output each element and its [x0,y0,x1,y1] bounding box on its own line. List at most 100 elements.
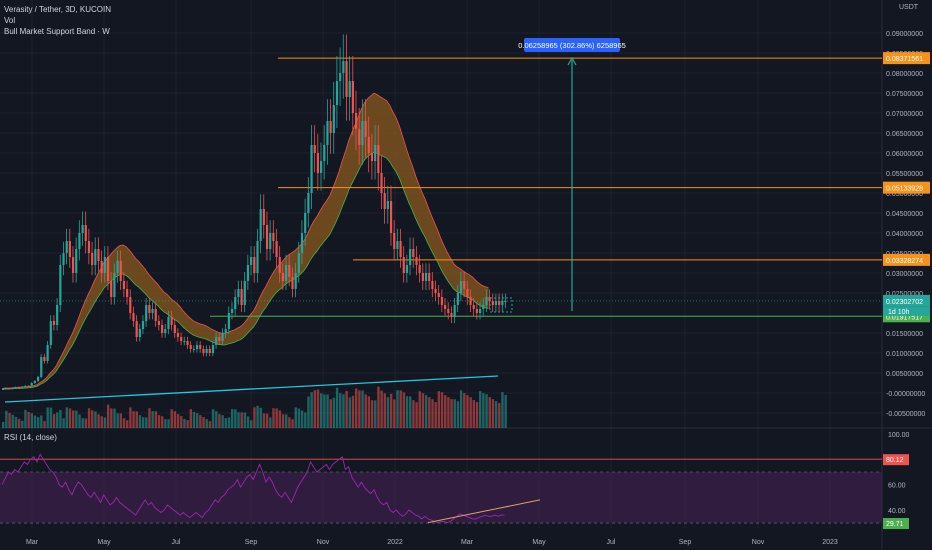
volume-bar [173,411,177,428]
rsi-axis-label: 40.00 [888,508,906,515]
time-axis-label: Nov [752,539,765,546]
time-axis-label: May [97,539,111,546]
price-tag [883,181,930,194]
time-axis-label: Mar [26,539,39,546]
candle-body [240,289,243,305]
candle-body [237,289,240,297]
volume-bar [103,417,107,428]
volume-indicator-label[interactable]: Vol [4,16,16,25]
volume-bar [431,399,434,428]
candle-body [323,145,326,161]
candle-body [224,329,227,333]
currency-label: USDT [899,4,919,11]
volume-bar [167,419,170,428]
candle-body [272,233,275,241]
volume-bar [56,412,59,428]
candle-body [36,377,40,381]
volume-bar [402,392,406,428]
candle-body [440,297,444,305]
candle-body [494,301,498,305]
price-axis-label: 0.07000000 [886,111,923,118]
volume-bar [332,397,336,428]
band-indicator-label[interactable]: Bull Market Support Band · W [4,27,110,36]
volume-bar [444,395,447,428]
volume-bar [405,396,409,428]
volume-bar [205,419,208,428]
volume-bar [469,397,472,428]
volume-bar [265,413,269,428]
candle-body [456,293,459,305]
candle-body [304,213,307,233]
price-axis-label: 0.04500000 [886,211,923,218]
volume-bar [65,407,68,428]
price-axis-label: 0.05500000 [886,171,923,178]
volume-bar [11,414,14,428]
volume-bar [224,418,227,428]
candle-body [300,233,304,253]
time-axis-label: Jul [607,539,616,546]
volume-bar [59,410,62,428]
volume-bar [126,420,129,428]
volume-bar [46,407,49,428]
candle-body [275,241,278,257]
volume-bar [472,400,476,428]
candle-body [208,349,211,353]
price-axis-label: 0.09000000 [886,31,923,38]
volume-bar [466,395,469,428]
candle-body [339,73,342,81]
rsi-tag-label: 29.71 [886,521,904,528]
price-range-measure[interactable]: 0.06258965 (302.86%) 6258965 [518,38,626,311]
price-axis-label: 0.06500000 [886,131,923,138]
volume-bar [297,408,301,428]
candle-body [288,265,291,277]
volume-bar [323,394,326,428]
price-axis-label: 0.01000000 [886,351,923,358]
candle-body [250,257,253,265]
candle-body [100,261,103,273]
price-axis-label: 0.02500000 [886,291,923,298]
volume-bar [275,408,278,428]
volume-bar [246,416,250,428]
volume-bar [434,402,437,428]
candle-body [265,225,269,249]
candle-body [453,305,456,317]
volume-bar [237,412,240,428]
candle-body [24,385,27,387]
time-axis-label: Sep [245,539,258,546]
rsi-indicator-label[interactable]: RSI (14, close) [4,433,57,442]
candle-body [370,153,374,161]
candle-body [243,281,246,305]
volume-bar [94,411,97,428]
candle-body [27,385,30,387]
candle-body [475,309,479,313]
volume-bar [27,411,30,428]
candle-body [253,257,256,273]
candle-body [199,345,202,349]
volume-bar [135,411,138,428]
price-axis-label: 0.06000000 [886,151,923,158]
volume-bar [234,409,237,428]
candle-body [421,273,424,281]
volume-bar [453,399,456,428]
candle-body [380,173,383,193]
price-axis-label: -0.00000000 [886,391,925,398]
candle-body [151,309,154,313]
volume-bar [106,404,110,428]
price-tag [883,294,930,307]
volume-bar [157,415,161,428]
volume-bar [504,395,507,428]
volume-bar [151,411,154,428]
rsi-tag [883,518,909,530]
candle-body [30,383,33,387]
volume-bar [456,401,460,428]
symbol-title[interactable]: Verasity / Tether, 3D, KUCOIN [4,5,112,14]
volume-bar [110,408,113,428]
candle-body [329,121,332,133]
volume-bar [243,412,247,428]
candle-body [183,341,186,342]
volume-bar [36,417,40,428]
candle-body [221,333,224,341]
candle-body [218,337,221,341]
candle-body [358,129,361,145]
